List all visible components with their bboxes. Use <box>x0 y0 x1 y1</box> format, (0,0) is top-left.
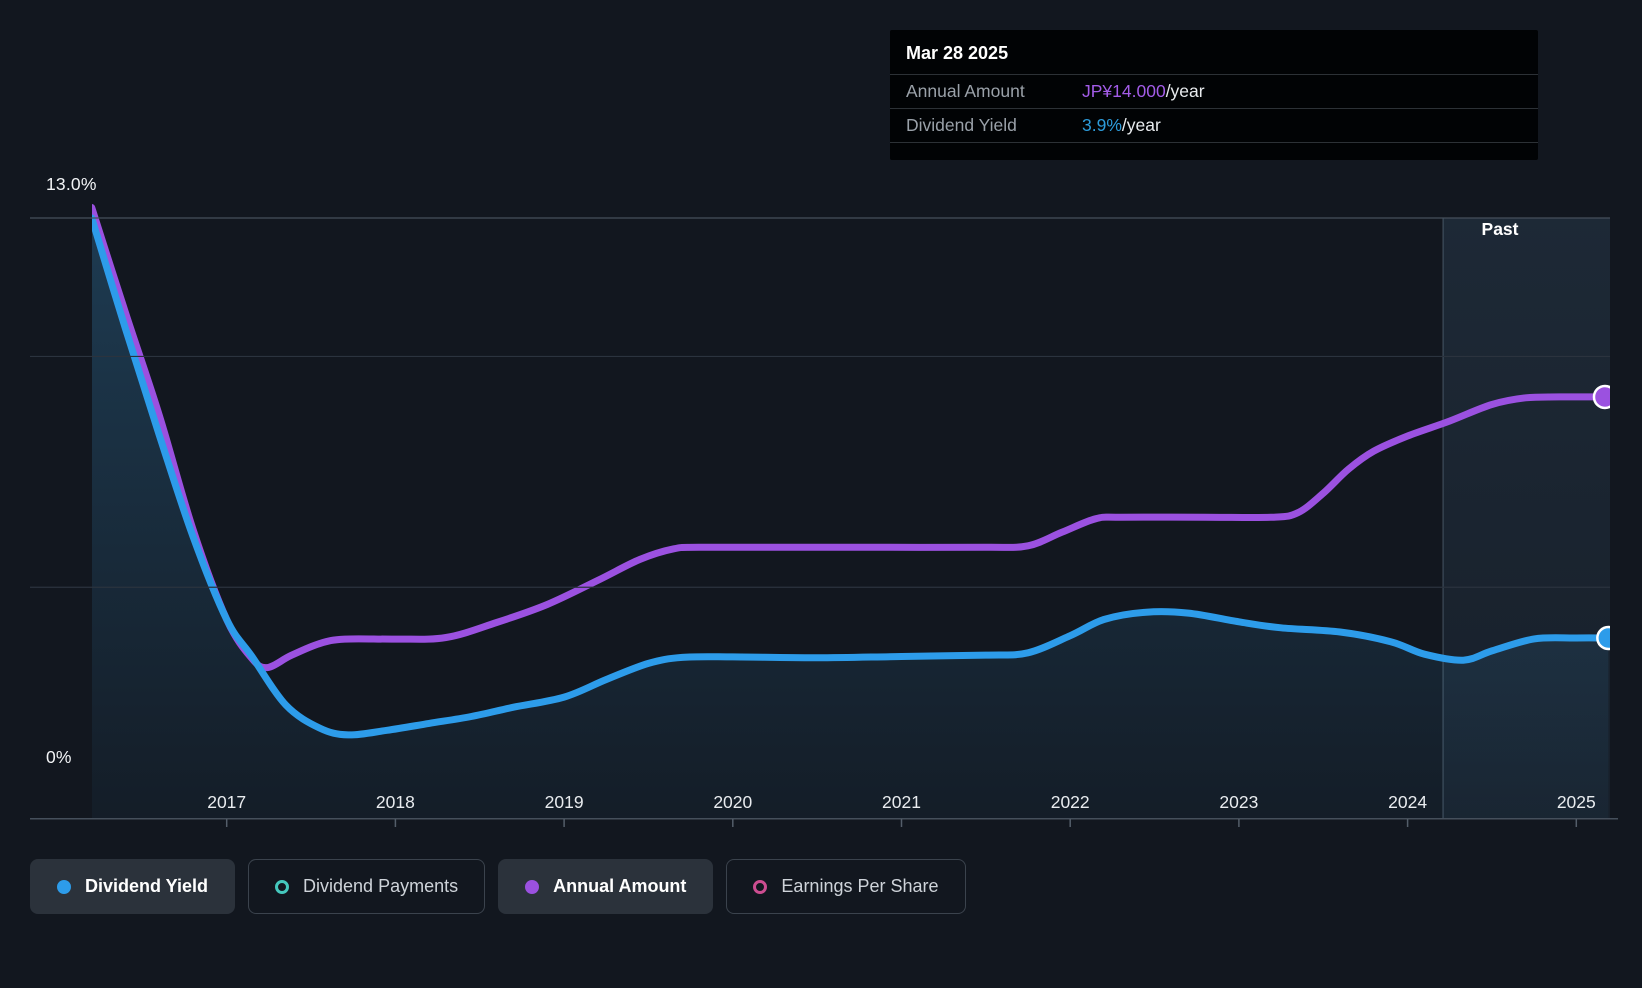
tooltip-suffix: /year <box>1121 115 1161 135</box>
legend-label: Dividend Yield <box>85 876 209 896</box>
x-axis-label-2021: 2021 <box>882 792 921 812</box>
y-axis-top-label: 13.0% <box>46 174 97 194</box>
x-axis-label-2020: 2020 <box>713 792 753 812</box>
y-axis-bottom-label: 0% <box>46 747 72 767</box>
chart-tooltip: Mar 28 2025 Annual Amount JP¥14.000/year… <box>890 30 1538 160</box>
tooltip-footer <box>890 142 1538 160</box>
tooltip-value-dividend-yield: 3.9% <box>1082 115 1122 135</box>
legend-button-dividend-yield[interactable]: Dividend Yield <box>30 859 236 914</box>
legend: Dividend Yield Dividend Payments Annual … <box>30 859 966 914</box>
x-axis-label-2025: 2025 <box>1556 792 1596 812</box>
x-axis-label-2024: 2024 <box>1388 792 1428 812</box>
legend-button-dividend-payments[interactable]: Dividend Payments <box>248 859 486 914</box>
earnings-per-share-ring-icon <box>753 879 768 894</box>
annual-amount-marker[interactable] <box>1592 384 1616 410</box>
x-axis-label-2018: 2018 <box>375 792 415 812</box>
tooltip-date: Mar 28 2025 <box>906 43 1009 63</box>
legend-label: Earnings Per Share <box>781 876 939 896</box>
tooltip-suffix: /year <box>1165 81 1205 101</box>
x-axis-label-2022: 2022 <box>1050 792 1090 812</box>
legend-label: Annual Amount <box>553 876 687 896</box>
annual-amount-dot-icon <box>525 879 540 894</box>
dividend-yield-marker[interactable] <box>1596 625 1619 651</box>
dividend-yield-line[interactable] <box>92 214 1610 739</box>
x-axis-label-2019: 2019 <box>544 792 584 812</box>
x-axis-label-2017: 2017 <box>207 792 247 812</box>
dividend-yield-dot-icon <box>57 879 71 894</box>
legend-label: Dividend Payments <box>303 876 459 896</box>
dividend-payments-ring-icon <box>275 879 290 894</box>
tooltip-row-annual-amount: Annual Amount JP¥14.000/year <box>890 74 1538 108</box>
legend-button-annual-amount[interactable]: Annual Amount <box>498 859 714 914</box>
past-label: Past <box>1481 219 1519 239</box>
tooltip-value-annual-amount: JP¥14.000 <box>1082 81 1166 101</box>
annual-amount-line[interactable] <box>92 204 1609 672</box>
tooltip-label: Annual Amount <box>906 81 1025 101</box>
tooltip-label: Dividend Yield <box>906 115 1017 135</box>
legend-button-earnings-per-share[interactable]: Earnings Per Share <box>726 859 966 914</box>
dividend-yield-area-fill <box>92 218 1609 818</box>
x-axis-label-2023: 2023 <box>1219 792 1259 812</box>
tooltip-row-dividend-yield: Dividend Yield 3.9%/year <box>890 108 1538 142</box>
